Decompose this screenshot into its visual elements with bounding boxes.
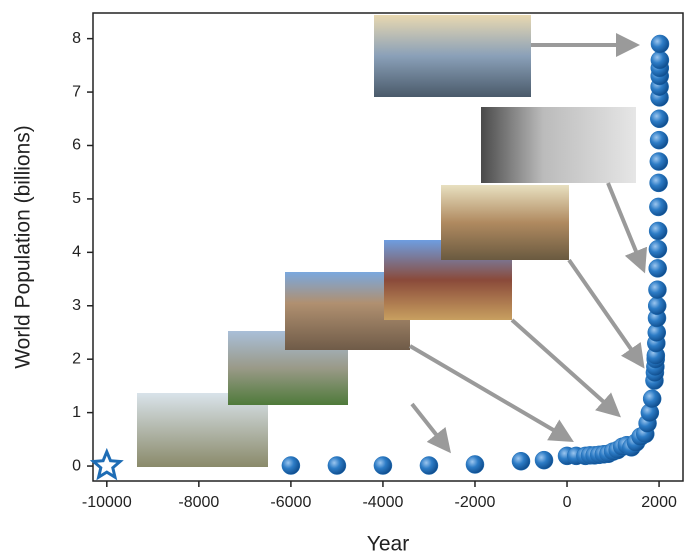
x-tick-label: -10000 bbox=[82, 494, 132, 511]
point bbox=[647, 296, 667, 316]
point bbox=[650, 34, 670, 54]
arrow bbox=[408, 344, 574, 443]
point bbox=[642, 389, 662, 408]
y-tick-label: 7 bbox=[72, 83, 81, 100]
point bbox=[648, 259, 667, 278]
photo bbox=[374, 15, 531, 97]
arrow bbox=[510, 318, 621, 418]
photos bbox=[137, 15, 636, 467]
point bbox=[648, 221, 668, 241]
point bbox=[649, 197, 668, 217]
point bbox=[419, 456, 439, 475]
point bbox=[649, 152, 669, 171]
x-tick-label: -6000 bbox=[270, 494, 311, 511]
y-tick-label: 3 bbox=[72, 297, 81, 314]
y-tick-label: 2 bbox=[72, 350, 81, 367]
plot-frame bbox=[92, 12, 684, 482]
y-tick-label: 5 bbox=[72, 190, 81, 207]
x-tick-label: -2000 bbox=[455, 494, 496, 511]
point bbox=[327, 456, 347, 475]
y-axis-title: World Population (billions) bbox=[12, 125, 35, 369]
point bbox=[465, 455, 485, 474]
arrows bbox=[408, 33, 648, 454]
point bbox=[373, 456, 393, 475]
point bbox=[650, 50, 670, 70]
point bbox=[650, 109, 669, 129]
star-point bbox=[89, 447, 124, 481]
point bbox=[649, 130, 669, 150]
arrow bbox=[606, 182, 648, 274]
arrow bbox=[567, 258, 645, 369]
photo bbox=[481, 107, 636, 183]
x-axis-title: Year bbox=[367, 533, 409, 556]
y-tick-label: 8 bbox=[72, 30, 81, 47]
arrow bbox=[410, 402, 451, 454]
x-tick-label: 2000 bbox=[641, 494, 677, 511]
y-tick-label: 1 bbox=[72, 404, 81, 421]
x-tick-label: -4000 bbox=[362, 494, 403, 511]
photo bbox=[137, 393, 268, 467]
photo bbox=[441, 185, 569, 260]
point bbox=[648, 280, 667, 299]
x-tick-label: -8000 bbox=[178, 494, 219, 511]
y-tick-label: 6 bbox=[72, 137, 81, 154]
point bbox=[648, 239, 668, 259]
x-tick-label: 0 bbox=[563, 494, 572, 511]
point bbox=[649, 173, 668, 193]
point bbox=[534, 450, 554, 470]
point bbox=[511, 451, 531, 471]
y-tick-label: 4 bbox=[72, 244, 81, 261]
point bbox=[281, 456, 301, 475]
y-tick-label: 0 bbox=[72, 457, 81, 474]
